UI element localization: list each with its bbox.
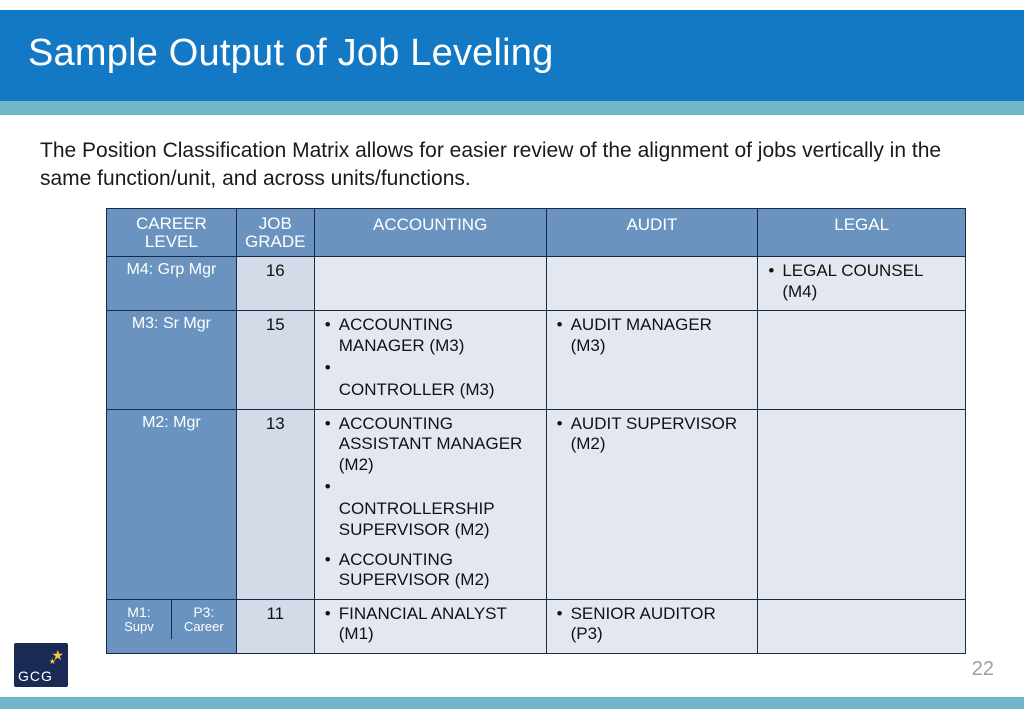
slide: Sample Output of Job Leveling The Positi… [0,0,1024,709]
career-level-cell: M4: Grp Mgr [107,257,237,311]
job-grade-cell: 16 [236,257,314,311]
list-item [323,477,538,497]
job-grade-cell: 13 [236,409,314,599]
audit-cell [546,257,758,311]
gcg-logo: ★ ★ GCG [14,643,68,687]
star-icon: ★ [49,657,56,666]
job-grade-cell: 11 [236,599,314,653]
accounting-cell: ACCOUNTING MANAGER (M3) CONTROLLER (M3) [314,311,546,410]
list-item: FINANCIAL ANALYST (M1) [323,604,538,645]
list-item: ACCOUNTING SUPERVISOR (M2) [323,550,538,591]
career-sublabel: M1:Supv [107,600,172,639]
job-grade-cell: 15 [236,311,314,410]
content-area: The Position Classification Matrix allow… [0,115,1024,654]
legal-cell [758,311,966,410]
list-item: AUDIT SUPERVISOR (M2) [555,414,750,455]
accounting-cell [314,257,546,311]
list-item: CONTROLLERSHIP SUPERVISOR (M2) [323,499,538,540]
list-item: LEGAL COUNSEL (M4) [766,261,957,302]
list-item [323,358,538,378]
list-item: ACCOUNTING MANAGER (M3) [323,315,538,356]
list-item: CONTROLLER (M3) [323,380,538,400]
list-item: AUDIT MANAGER (M3) [555,315,750,356]
accounting-cell: FINANCIAL ANALYST (M1) [314,599,546,653]
legal-cell [758,409,966,599]
hdr-legal: LEGAL [758,208,966,257]
logo-text: GCG [18,668,53,684]
hdr-job-grade: JOB GRADE [236,208,314,257]
intro-text: The Position Classification Matrix allow… [40,137,984,194]
list-item: SENIOR AUDITOR (P3) [555,604,750,645]
table-row: M4: Grp Mgr16 LEGAL COUNSEL (M4) [107,257,966,311]
table-row: M2: Mgr13ACCOUNTING ASSISTANT MANAGER (M… [107,409,966,599]
legal-cell [758,599,966,653]
career-sublabel: P3:Career [172,600,236,639]
hdr-audit: AUDIT [546,208,758,257]
page-number: 22 [972,658,994,681]
career-level-cell: M1:SupvP3:Career [107,599,237,653]
audit-cell: AUDIT MANAGER (M3) [546,311,758,410]
table-row: M3: Sr Mgr15ACCOUNTING MANAGER (M3) CONT… [107,311,966,410]
hdr-accounting: ACCOUNTING [314,208,546,257]
slide-title: Sample Output of Job Leveling [28,32,996,75]
table-row: M1:SupvP3:Career11FINANCIAL ANALYST (M1)… [107,599,966,653]
list-item: ACCOUNTING ASSISTANT MANAGER (M2) [323,414,538,475]
career-level-cell: M3: Sr Mgr [107,311,237,410]
classification-matrix: CAREER LEVEL JOB GRADE ACCOUNTING AUDIT … [106,208,966,654]
header-row: CAREER LEVEL JOB GRADE ACCOUNTING AUDIT … [107,208,966,257]
career-level-cell: M2: Mgr [107,409,237,599]
legal-cell: LEGAL COUNSEL (M4) [758,257,966,311]
accounting-cell: ACCOUNTING ASSISTANT MANAGER (M2) CONTRO… [314,409,546,599]
title-band: Sample Output of Job Leveling [0,10,1024,101]
audit-cell: AUDIT SUPERVISOR (M2) [546,409,758,599]
sub-band [0,101,1024,115]
matrix-table-wrap: CAREER LEVEL JOB GRADE ACCOUNTING AUDIT … [106,208,966,654]
hdr-career-level: CAREER LEVEL [107,208,237,257]
bottom-band [0,697,1024,709]
top-edge [0,0,1024,10]
audit-cell: SENIOR AUDITOR (P3) [546,599,758,653]
